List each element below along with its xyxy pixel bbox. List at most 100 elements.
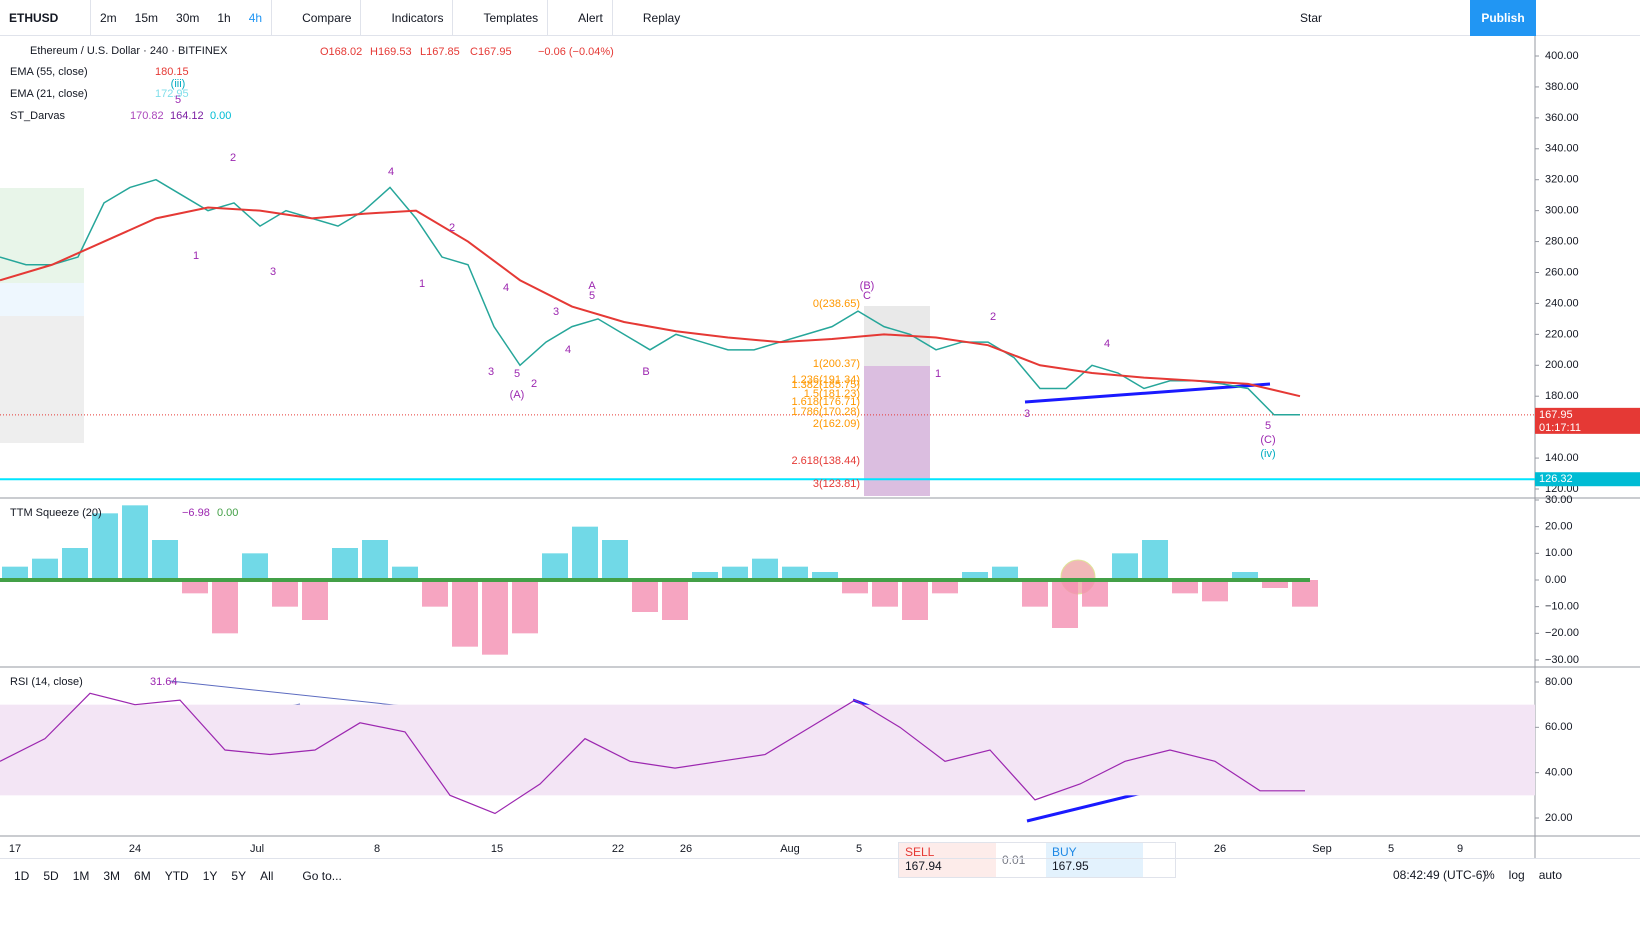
ttm-bar: [1292, 580, 1318, 607]
indicator-name: EMA (55, close): [10, 66, 88, 78]
interval[interactable]: 4h: [248, 10, 263, 25]
range-button[interactable]: 5Y: [231, 868, 247, 883]
ttm-bar: [692, 572, 718, 580]
toolbar-button[interactable]: Replay: [611, 0, 689, 36]
x-tick-label: 17: [9, 843, 21, 855]
y-tick-label: 240.00: [1545, 297, 1579, 309]
ttm-bar: [932, 580, 958, 594]
ttm-bar: [512, 580, 538, 634]
interval[interactable]: 15m: [134, 10, 159, 25]
indicator-value: 172.95: [155, 88, 189, 100]
range-button[interactable]: 5D: [43, 868, 59, 883]
ttm-bar: [812, 572, 838, 580]
ttm-bar: [1262, 580, 1288, 588]
wave-label: A: [588, 280, 596, 292]
ttm-bar: [212, 580, 238, 634]
wave-label: 5: [1265, 420, 1271, 432]
range-button[interactable]: 1D: [14, 868, 30, 883]
wave-label: 3: [553, 306, 559, 318]
ttm-bar: [872, 580, 898, 607]
ohlc-value: L167.85: [420, 46, 460, 58]
scale-option[interactable]: log: [1508, 868, 1525, 882]
indicator-value: 0.00: [210, 110, 231, 122]
interval[interactable]: 1h: [217, 10, 231, 25]
ttm-bar: [182, 580, 208, 594]
fib-label: 1.618(176.71): [792, 396, 861, 408]
wave-label: (iv): [1260, 448, 1275, 460]
ttm-bar: [2, 566, 28, 580]
rsi-band: [0, 704, 1535, 796]
x-tick-label: 22: [612, 843, 624, 855]
toolbar-button[interactable]: Compare: [271, 0, 360, 36]
toolbar-button[interactable]: Alert: [547, 0, 612, 36]
ttm-bar: [422, 580, 448, 607]
range-button[interactable]: 1M: [72, 868, 90, 883]
publish-button[interactable]: Publish: [1470, 0, 1536, 36]
level-label: 126.32: [1539, 473, 1573, 485]
toolbar-button[interactable]: Indicators: [360, 0, 452, 36]
ttm-bar: [662, 580, 688, 620]
x-tick-label: 5: [856, 843, 862, 855]
y-tick-label: 380.00: [1545, 81, 1579, 93]
ttm-bar: [302, 580, 328, 620]
bottom-toolbar: 1D 5D 1M 3M 6M YTD 1Y 5Y All Go to...: [0, 858, 1640, 892]
ttm-bar: [242, 553, 268, 580]
sell-price[interactable]: 167.94: [905, 859, 942, 873]
goto-button[interactable]: Go to...: [302, 868, 342, 883]
toolbar-button[interactable]: Templates: [452, 0, 547, 36]
top-toolbar: ETHUSD 2m 15m 30m 1h 4h Compare Indicators Templ…: [0, 0, 1640, 36]
x-tick-label: Sep: [1312, 843, 1332, 855]
buy-label[interactable]: BUY: [1052, 845, 1077, 859]
wave-label: (B): [860, 280, 875, 292]
fib-label: 1.5(181.23): [804, 388, 860, 400]
y-tick-label: 260.00: [1545, 266, 1579, 278]
ttm-bar: [902, 580, 928, 620]
wave-label: 4: [565, 344, 571, 356]
ema-line: [0, 206, 1301, 398]
ttm-bar: [392, 566, 418, 580]
wave-label: 3: [270, 266, 276, 278]
ttm-bar: [962, 572, 988, 580]
interval[interactable]: 30m: [176, 10, 200, 25]
ttm-bar: [752, 558, 778, 580]
sell-label[interactable]: SELL: [905, 845, 935, 859]
y-tick-label: 140.00: [1545, 452, 1579, 464]
y-tick-label: −30.00: [1545, 654, 1579, 666]
trend-line: [1024, 382, 1271, 404]
interval[interactable]: 2m: [90, 0, 126, 36]
range-button[interactable]: 6M: [134, 868, 151, 883]
range-button[interactable]: 3M: [103, 868, 121, 883]
fib-label: 3(123.81): [813, 478, 860, 490]
y-tick-label: 340.00: [1545, 143, 1579, 155]
indicator-value: 164.12: [170, 110, 204, 122]
y-tick-label: −10.00: [1545, 601, 1579, 613]
range-button[interactable]: All: [260, 868, 274, 883]
range-button[interactable]: 1Y: [202, 868, 218, 883]
ttm-bar: [1142, 540, 1168, 580]
scale-option[interactable]: %: [1484, 868, 1495, 882]
scale-options: % log auto: [1484, 868, 1562, 882]
scale-option[interactable]: auto: [1538, 868, 1563, 882]
x-tick-label: Jul: [250, 843, 264, 855]
ttm-bar: [272, 580, 298, 607]
wave-label: 5: [514, 368, 520, 380]
ttm-bar: [452, 580, 478, 647]
ttm-bar: [572, 526, 598, 580]
buy-price[interactable]: 167.95: [1052, 859, 1089, 873]
y-tick-label: 10.00: [1545, 547, 1573, 559]
symbol[interactable]: ETHUSD: [9, 10, 59, 25]
wave-label: 2: [531, 378, 537, 390]
ttm-bar: [1232, 572, 1258, 580]
indicator-name: ST_Darvas: [10, 110, 66, 122]
wave-label: B: [642, 366, 649, 378]
range-button[interactable]: YTD: [164, 868, 189, 883]
qty[interactable]: 0.01: [1002, 853, 1026, 867]
fib-label: 1.786(170.28): [792, 406, 861, 418]
ttm-bar: [842, 580, 868, 594]
fib-box: [864, 366, 930, 496]
countdown: 01:17:11: [1539, 422, 1581, 434]
star-button[interactable]: Star: [1300, 11, 1323, 25]
last-price-label: 167.95: [1539, 409, 1573, 421]
wave-label: (C): [1260, 434, 1275, 446]
